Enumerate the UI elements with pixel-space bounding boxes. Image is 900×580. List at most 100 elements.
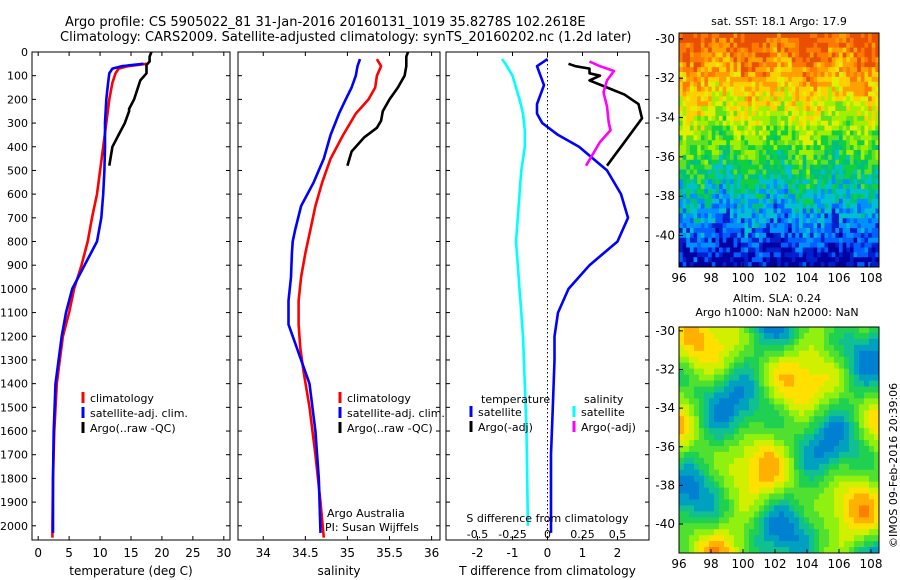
sla-cell	[814, 356, 820, 364]
sst-cell	[820, 140, 825, 146]
sla-cell	[779, 499, 785, 506]
sla-cell	[804, 332, 810, 340]
sst-cell	[871, 33, 876, 39]
sst-cell	[828, 140, 833, 146]
sst-cell	[719, 154, 724, 161]
sst-cell	[788, 52, 793, 58]
sst-cell	[722, 247, 727, 253]
sst-cell	[871, 47, 876, 53]
sst-cell	[737, 242, 742, 248]
sst-cell	[704, 101, 709, 107]
sst-cell	[784, 135, 789, 141]
sst-cell	[871, 91, 876, 97]
sla-cell	[719, 440, 725, 447]
sla-cell	[764, 535, 770, 542]
sst-cell	[777, 247, 782, 253]
sst-cell	[817, 72, 822, 78]
sst-cell	[708, 42, 713, 49]
sst-cell	[751, 189, 756, 195]
sla-cell	[704, 410, 710, 417]
sst-cell	[871, 145, 876, 151]
sla-cell	[699, 481, 705, 488]
sst-cell	[828, 242, 833, 248]
sst-cell	[777, 232, 782, 239]
sst-cell	[748, 159, 753, 166]
sla-cell	[789, 517, 795, 524]
sst-cell	[791, 242, 796, 248]
sst-cell	[871, 257, 876, 263]
sst-cell	[726, 242, 731, 248]
sla-cell	[679, 445, 685, 453]
sst-cell	[871, 184, 876, 190]
sla-cell	[849, 493, 855, 500]
sst-cell	[762, 33, 767, 39]
sst-cell	[849, 67, 854, 73]
sst-cell	[813, 159, 818, 166]
sla-cell	[709, 481, 715, 488]
sst-cell	[820, 169, 825, 175]
sst-cell	[719, 96, 724, 102]
sla-cell	[799, 475, 805, 483]
sst-cell	[755, 228, 760, 234]
sst-cell	[791, 213, 796, 219]
sst-cell	[715, 67, 720, 73]
sst-cell	[853, 179, 858, 185]
sla-cell	[874, 344, 880, 352]
sst-cell	[711, 247, 716, 253]
sla-cell	[699, 362, 705, 370]
sst-cell	[791, 52, 796, 58]
sla-cell	[704, 463, 710, 471]
sst-cell	[679, 76, 684, 83]
sla-cell	[779, 350, 785, 358]
sst-cell	[868, 262, 873, 268]
sst-cell	[751, 37, 756, 44]
sla-cell	[804, 487, 810, 494]
sla-cell	[854, 356, 860, 364]
sst-cell	[817, 130, 822, 136]
sla-cell	[819, 469, 825, 477]
sla-cell	[874, 451, 880, 459]
sst-cell	[871, 223, 876, 229]
sla-cell	[779, 422, 785, 429]
sst-cell	[853, 115, 858, 122]
sst-cell	[795, 33, 800, 39]
sst-cell	[784, 213, 789, 219]
sst-cell	[733, 76, 738, 83]
sst-cell	[795, 223, 800, 229]
sla-cell	[774, 481, 780, 488]
sst-cell	[860, 52, 865, 58]
sst-cell	[704, 184, 709, 190]
sla-cell	[754, 547, 760, 554]
sst-cell	[813, 247, 818, 253]
sla-cell	[709, 451, 715, 459]
sst-cell	[708, 179, 713, 185]
sst-cell	[846, 145, 851, 151]
sst-cell	[871, 159, 876, 166]
sla-cell	[794, 422, 800, 429]
sst-cell	[679, 52, 684, 58]
sst-cell	[682, 111, 687, 117]
sst-cell	[740, 111, 745, 117]
sst-cell	[813, 150, 818, 156]
sst-cell	[813, 96, 818, 102]
sla-cell	[814, 457, 820, 465]
sla-cell	[759, 541, 765, 548]
sst-cell	[704, 96, 709, 102]
sst-cell	[871, 37, 876, 44]
sla-cell	[694, 451, 700, 459]
sst-cell	[726, 42, 731, 49]
sst-cell	[802, 262, 807, 268]
sst-cell	[689, 81, 694, 88]
sst-cell	[726, 86, 731, 92]
sst-cell	[857, 111, 862, 117]
sla-cell	[779, 511, 785, 518]
sst-cell	[799, 193, 804, 200]
sst-cell	[820, 179, 825, 185]
sal-xtick-label: 36	[424, 546, 439, 560]
sla-cell	[794, 445, 800, 453]
sst-cell	[802, 198, 807, 205]
sla-cell	[794, 332, 800, 340]
sst-cell	[751, 223, 756, 229]
sst-cell	[868, 76, 873, 83]
sst-cell	[693, 179, 698, 185]
